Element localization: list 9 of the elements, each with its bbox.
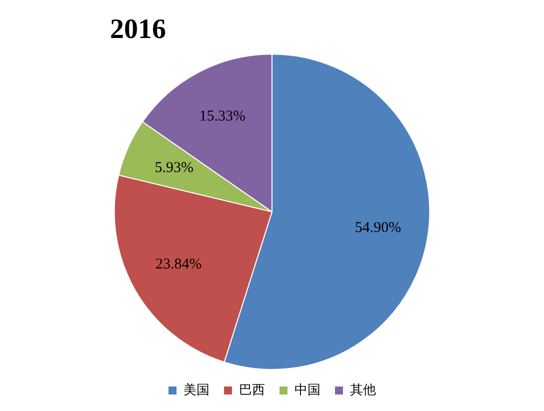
legend-label: 中国: [294, 382, 320, 398]
legend-label: 巴西: [239, 382, 265, 398]
legend-label: 其他: [350, 382, 376, 398]
legend-label: 美国: [184, 382, 210, 398]
data-label: 5.93%: [154, 160, 194, 176]
data-label: 23.84%: [155, 256, 202, 272]
data-label: 15.33%: [199, 108, 246, 125]
data-label: 54.90%: [354, 220, 402, 236]
chart-title: 2016: [110, 14, 166, 46]
